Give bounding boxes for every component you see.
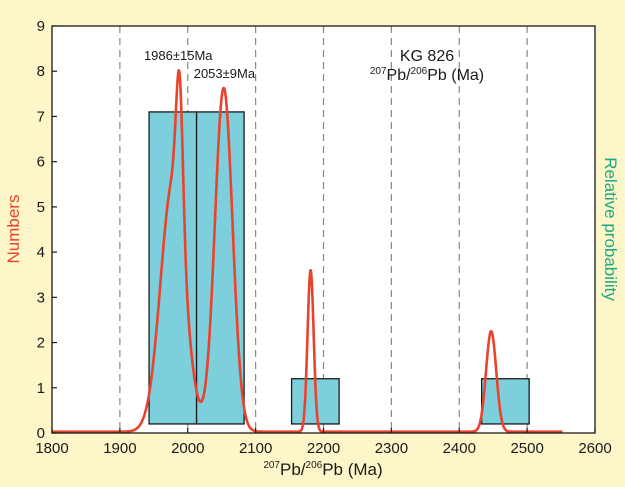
chart-subtitle: 207Pb/206Pb (Ma) xyxy=(370,66,484,84)
subtitle-tail: Pb (Ma) xyxy=(427,67,484,84)
x-tick-label-1800: 1800 xyxy=(35,440,68,457)
y-tick-label-5: 5 xyxy=(37,199,45,216)
y-tick-label-6: 6 xyxy=(37,154,45,171)
y-tick-label-9: 9 xyxy=(37,18,45,35)
y-axis-title: Numbers xyxy=(4,195,23,264)
ticks-layer: 1800 1900 2000 2100 2200 2300 2400 2500 2600 0 1 2 3… xyxy=(35,18,611,457)
xlabel-tail: Pb (Ma) xyxy=(322,460,382,479)
histogram-bar-3 xyxy=(480,378,530,425)
y2-axis-title: Relative probability xyxy=(601,157,620,301)
y-tick-label-1: 1 xyxy=(37,380,45,397)
y-tick-label-7: 7 xyxy=(37,108,45,125)
subtitle-mid: Pb/ xyxy=(387,67,412,84)
x-tick-label-2300: 2300 xyxy=(375,440,408,457)
peak-annotation-0: 1986±15Ma xyxy=(144,48,213,63)
x-tick-label-1900: 1900 xyxy=(103,440,136,457)
y-tick-label-2: 2 xyxy=(37,335,45,352)
subtitle-sup1: 207 xyxy=(370,66,387,77)
y-tick-label-8: 8 xyxy=(37,63,45,80)
x-tick-label-2400: 2400 xyxy=(443,440,476,457)
xlabel-sup2: 206 xyxy=(306,460,323,471)
x-tick-label-2600: 2600 xyxy=(578,440,611,457)
xlabel-mid: Pb/ xyxy=(280,460,306,479)
histogram-bar-1 xyxy=(195,111,245,425)
y-tick-label-0: 0 xyxy=(37,425,45,442)
x-tick-label-2000: 2000 xyxy=(171,440,204,457)
x-axis-title: 207Pb/206Pb (Ma) xyxy=(263,460,382,479)
x-tick-label-2200: 2200 xyxy=(307,440,340,457)
peak-annotation-1: 2053±9Ma xyxy=(194,66,256,81)
subtitle-sup2: 206 xyxy=(411,66,428,77)
probability-curve xyxy=(51,69,564,433)
y-tick-label-3: 3 xyxy=(37,289,45,306)
x-tick-label-2500: 2500 xyxy=(510,440,543,457)
curve-layer xyxy=(51,69,564,433)
chart-title: KG 826 xyxy=(400,48,454,65)
y-tick-label-4: 4 xyxy=(37,244,45,261)
x-tick-label-2100: 2100 xyxy=(239,440,272,457)
labels-layer: 1986±15Ma 2053±9Ma xyxy=(144,48,256,81)
xlabel-sup1: 207 xyxy=(263,460,280,471)
